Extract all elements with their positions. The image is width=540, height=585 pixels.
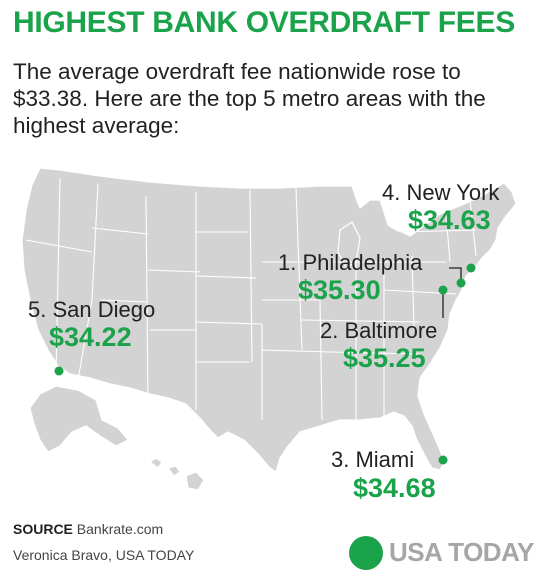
credit-line: Veronica Bravo, USA TODAY (13, 547, 195, 563)
san-diego-marker[interactable] (54, 366, 64, 376)
us-landmass (21, 167, 517, 473)
baltimore-marker[interactable] (438, 285, 448, 295)
source-text: Bankrate.com (76, 521, 164, 537)
usa-today-logo-text: USA TODAY (389, 537, 534, 567)
philadelphia-leader-line (449, 267, 462, 280)
philadelphia-marker[interactable] (456, 278, 466, 288)
source-line: SOURCE Bankrate.com (13, 521, 163, 537)
city-label-baltimore: 2. Baltimore (320, 318, 438, 343)
city-fee-miami: $34.68 (353, 473, 436, 503)
new-york-marker[interactable] (466, 263, 476, 273)
city-fee-san-diego: $34.22 (49, 322, 132, 352)
city-label-miami: 3. Miami (331, 447, 415, 472)
city-label-philadelphia: 1. Philadelphia (278, 250, 423, 275)
page-subtitle: The average overdraft fee nationwide ros… (13, 59, 486, 138)
state-borders (25, 177, 477, 421)
city-fee-new-york: $34.63 (408, 205, 491, 235)
hawaii (149, 457, 205, 491)
city-label-new-york: 4. New York (382, 180, 500, 205)
city-fee-baltimore: $35.25 (343, 343, 426, 373)
source-label: SOURCE (13, 521, 73, 537)
city-label-san-diego: 5. San Diego (28, 297, 156, 322)
city-fee-philadelphia: $35.30 (298, 275, 381, 305)
usa-today-logo-dot (349, 536, 383, 570)
alaska (29, 385, 129, 453)
miami-marker[interactable] (438, 455, 448, 465)
page-title: HIGHEST BANK OVERDRAFT FEES (13, 6, 515, 39)
